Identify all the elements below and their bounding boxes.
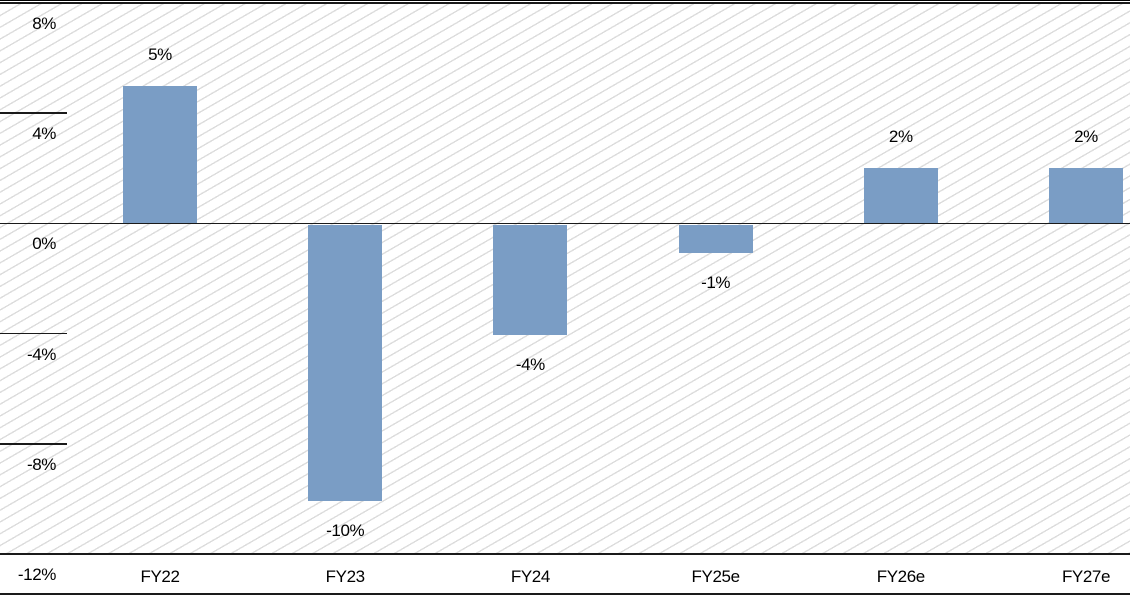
axis-tick-4% [0, 112, 67, 114]
axis-tick--4% [0, 332, 67, 335]
bar-value-label-FY27e: 2% [1074, 127, 1098, 147]
y-axis-label--8%: -8% [26, 454, 56, 474]
y-axis-label--4%: -4% [26, 344, 56, 364]
category-label-FY26e: FY26e [876, 567, 925, 586]
category-label-FY25e: FY25e [691, 567, 740, 586]
bar-value-label-FY24: -4% [515, 355, 545, 375]
bar-FY23 [308, 225, 383, 501]
gridline--12% [0, 553, 1130, 555]
gridline-8% [0, 2, 1130, 4]
category-label-FY27e: FY27e [1061, 567, 1111, 586]
bar-value-label-FY22: 5% [148, 44, 172, 64]
bar-FY27e [1049, 168, 1123, 224]
y-axis-label--12%: -12% [17, 565, 56, 584]
bar-FY26e [863, 168, 938, 224]
category-label-FY24: FY24 [510, 567, 550, 586]
y-axis-label-8%: 8% [32, 14, 56, 33]
bar-FY22 [123, 85, 197, 224]
bar-value-label-FY23: -10% [326, 520, 365, 540]
y-axis-label-4%: 4% [32, 124, 56, 144]
category-label-FY22: FY22 [140, 567, 180, 586]
chart-top-border [0, 0, 1130, 2]
category-label-FY23: FY23 [325, 567, 365, 586]
y-axis-label-0%: 0% [32, 234, 56, 254]
axis-tick--8% [0, 443, 67, 445]
bar-FY25e [678, 225, 753, 253]
bar-value-label-FY25e: -1% [701, 272, 731, 292]
bar-value-label-FY26e: 2% [888, 127, 913, 147]
gridline-0% [0, 222, 1130, 225]
chart-bottom-border [0, 593, 1130, 595]
bar-FY24 [493, 225, 568, 336]
